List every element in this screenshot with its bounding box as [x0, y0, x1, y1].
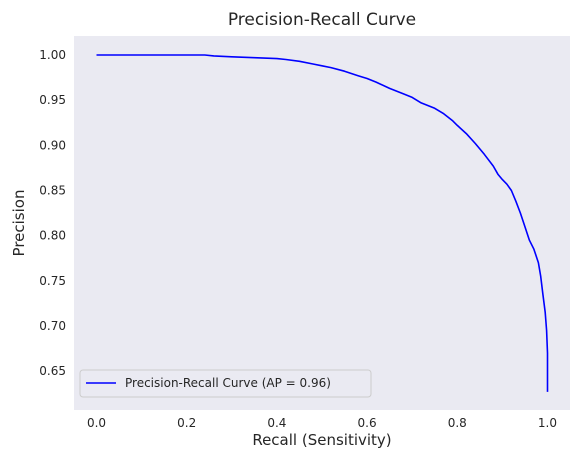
y-tick-label: 0.85 — [39, 183, 66, 197]
y-tick-label: 0.70 — [39, 319, 66, 333]
series-layer — [96, 54, 549, 392]
x-tick-label: 0.0 — [87, 416, 106, 430]
x-tick-label: 0.6 — [358, 416, 377, 430]
series-line — [96, 54, 549, 392]
y-tick-label: 0.75 — [39, 274, 66, 288]
y-tick-label: 0.95 — [39, 93, 66, 107]
y-axis-title: Precision — [10, 190, 28, 257]
legend-label: Precision-Recall Curve (AP = 0.96) — [125, 376, 331, 390]
y-tick-label: 0.90 — [39, 138, 66, 152]
y-tick-label: 1.00 — [39, 48, 66, 62]
x-tick-label: 1.0 — [538, 416, 557, 430]
y-tick-label: 0.80 — [39, 229, 66, 243]
y-axis-ticks: 0.65 0.70 0.75 0.80 0.85 0.90 0.95 1.00 — [39, 48, 66, 378]
x-tick-label: 0.4 — [267, 416, 286, 430]
chart-title: Precision-Recall Curve — [228, 10, 416, 30]
legend-box — [79, 369, 372, 398]
plot-area — [74, 36, 570, 410]
x-axis-ticks: 0.0 0.2 0.4 0.6 0.8 1.0 — [87, 416, 557, 430]
y-tick-label: 0.65 — [39, 364, 66, 378]
legend: Precision-Recall Curve (AP = 0.96) — [79, 369, 372, 398]
x-tick-label: 0.8 — [448, 416, 467, 430]
x-tick-label: 0.2 — [177, 416, 196, 430]
x-axis-title: Recall (Sensitivity) — [252, 431, 391, 449]
